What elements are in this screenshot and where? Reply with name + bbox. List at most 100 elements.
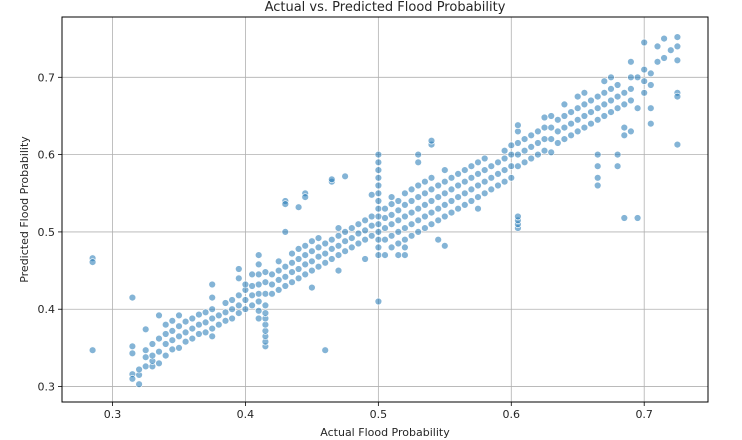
data-point	[560, 123, 569, 132]
data-point	[547, 135, 555, 143]
data-point	[633, 214, 642, 222]
data-point	[361, 226, 369, 235]
data-point	[175, 322, 183, 330]
data-point	[520, 147, 529, 155]
data-point	[348, 224, 356, 232]
data-point	[175, 332, 183, 340]
data-point	[627, 58, 635, 66]
data-point	[188, 324, 197, 333]
data-point	[348, 243, 356, 252]
data-point	[328, 245, 336, 253]
data-point	[640, 38, 648, 47]
data-point	[447, 208, 456, 217]
data-point	[387, 193, 396, 201]
data-point	[215, 311, 223, 320]
data-point	[374, 174, 383, 182]
data-point	[560, 100, 569, 109]
x-tick-label: 0.6	[503, 408, 521, 421]
data-point	[547, 148, 555, 157]
data-point	[673, 33, 682, 41]
data-point	[128, 293, 137, 302]
data-point	[607, 73, 615, 82]
data-point	[554, 116, 562, 124]
data-point	[374, 251, 383, 259]
x-axis-label: Actual Flood Probability	[320, 426, 450, 439]
data-point	[168, 327, 177, 335]
data-point	[361, 216, 369, 225]
data-point	[155, 334, 163, 343]
data-point	[620, 89, 628, 97]
data-point	[607, 85, 615, 93]
data-point	[135, 380, 143, 388]
data-point	[394, 251, 402, 259]
data-point	[507, 141, 515, 150]
data-point	[421, 224, 429, 232]
data-point	[600, 89, 608, 97]
data-point	[653, 58, 662, 66]
data-point	[667, 46, 675, 54]
data-point	[547, 123, 555, 132]
plot-frame	[61, 16, 709, 403]
data-point	[673, 42, 682, 51]
data-point	[328, 236, 336, 244]
data-point	[235, 301, 243, 310]
data-point	[128, 342, 137, 350]
data-point	[195, 310, 203, 319]
data-point	[201, 318, 210, 327]
data-point	[387, 200, 396, 208]
data-point	[573, 116, 582, 124]
data-point	[215, 321, 223, 329]
data-point	[268, 290, 276, 298]
data-point	[201, 328, 210, 337]
data-point	[660, 54, 668, 62]
data-point	[534, 139, 542, 147]
data-point	[261, 290, 270, 298]
data-point	[640, 65, 648, 74]
data-point	[314, 263, 323, 271]
data-point	[613, 162, 622, 170]
data-point	[374, 236, 383, 244]
data-point	[600, 100, 608, 109]
data-point	[374, 158, 383, 167]
data-point	[421, 212, 429, 221]
data-point	[593, 104, 602, 112]
data-point	[334, 242, 343, 250]
data-point	[261, 327, 270, 335]
data-point	[368, 232, 376, 240]
data-point	[427, 208, 436, 217]
data-point	[600, 112, 608, 120]
data-point	[573, 127, 582, 136]
data-point	[407, 185, 416, 194]
data-point	[613, 150, 622, 159]
data-point	[275, 276, 283, 284]
data-point	[414, 150, 422, 159]
data-point	[407, 220, 416, 228]
data-point	[461, 201, 469, 209]
data-point	[181, 338, 190, 346]
data-point	[374, 205, 383, 213]
data-point	[281, 263, 289, 271]
data-point	[467, 162, 476, 170]
data-point	[554, 127, 562, 136]
data-point	[414, 205, 422, 213]
data-point	[427, 197, 436, 205]
data-point	[560, 112, 569, 120]
data-point	[381, 205, 389, 213]
data-point	[221, 299, 230, 307]
data-point	[481, 166, 489, 174]
data-points	[88, 33, 682, 388]
data-point	[168, 345, 177, 354]
data-point	[155, 348, 163, 356]
data-point	[454, 193, 462, 201]
data-point	[593, 174, 602, 182]
data-point	[613, 92, 622, 101]
data-point	[673, 56, 682, 64]
data-point	[208, 332, 216, 340]
data-point	[334, 224, 343, 232]
data-point	[647, 104, 655, 112]
data-point	[454, 205, 462, 213]
data-point	[434, 216, 442, 225]
data-point	[281, 282, 289, 290]
data-point	[248, 270, 256, 279]
data-point	[188, 314, 197, 323]
